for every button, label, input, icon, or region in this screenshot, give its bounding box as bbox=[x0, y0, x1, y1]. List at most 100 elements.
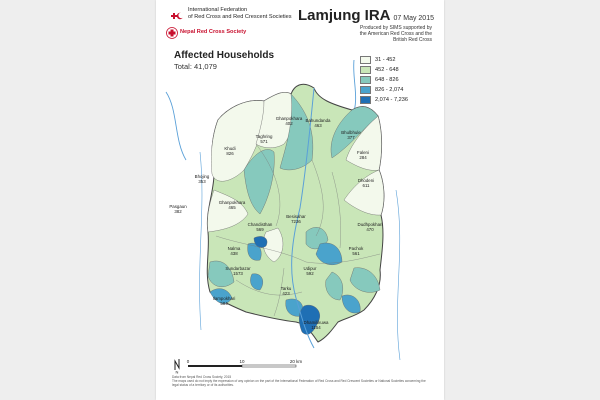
footer-note: Data from Nepal Red Cross Society, 2015 … bbox=[172, 375, 432, 387]
legend-item: 826 - 2,074 bbox=[360, 85, 436, 95]
legend-item: 2,074 - 7,236 bbox=[360, 95, 436, 105]
vdc-label: 1154 bbox=[311, 325, 321, 330]
nrcs-name: Nepal Red Cross Society bbox=[180, 29, 247, 35]
zone-teal bbox=[279, 93, 314, 171]
zone-light bbox=[343, 169, 385, 216]
legend-swatch bbox=[360, 86, 371, 94]
vdc-label: Besisahar bbox=[286, 214, 306, 219]
zone-light bbox=[255, 92, 296, 148]
vdc-label: Faleni bbox=[357, 150, 369, 155]
vdc-boundary bbox=[235, 279, 303, 296]
legend-swatch bbox=[360, 76, 371, 84]
footer-line: Data from Nepal Red Cross Society, 2015 bbox=[172, 375, 232, 379]
ifrc-logo bbox=[171, 12, 184, 20]
legend-item: 452 - 648 bbox=[360, 65, 436, 75]
legend-label: 648 - 826 bbox=[375, 77, 399, 83]
vdc-label: Khudi bbox=[224, 146, 235, 151]
legend-item: 31 - 452 bbox=[360, 55, 436, 65]
map-title-block: Lamjung IRA 07 May 2015 bbox=[298, 7, 434, 25]
legend-swatch bbox=[360, 66, 371, 74]
zone-teal bbox=[330, 106, 379, 159]
legend-label: 31 - 452 bbox=[375, 57, 396, 63]
zone-blue bbox=[341, 294, 361, 314]
scale-label: 0 bbox=[187, 359, 190, 364]
vdc-label: Udipur bbox=[304, 266, 317, 271]
vdc-label: Taghring bbox=[256, 134, 273, 139]
map-total: Total: 41,079 bbox=[174, 62, 217, 71]
map-legend: 31 - 452 452 - 648 648 - 826 826 - 2,074… bbox=[360, 55, 436, 105]
zone-darkblue bbox=[253, 236, 268, 248]
vdc-label: Nalma bbox=[228, 246, 241, 251]
ifrc-name: International Federation of Red Cross an… bbox=[188, 7, 298, 20]
vdc-label: 382 bbox=[174, 209, 182, 214]
credit-line-3: British Red Cross bbox=[393, 37, 432, 43]
vdc-label: 826 bbox=[226, 151, 234, 156]
vdc-label: Sundarbazar bbox=[225, 266, 251, 271]
legend-swatch bbox=[360, 56, 371, 64]
zone-blue bbox=[250, 273, 263, 291]
legend-swatch bbox=[360, 96, 371, 104]
vdc-label: 1573 bbox=[233, 271, 243, 276]
vdc-boundary bbox=[255, 143, 281, 227]
district-map: Ghanpokhara 402 Bahundanda 463 Bhulbhule… bbox=[165, 59, 401, 361]
vdc-boundary bbox=[305, 253, 381, 264]
ifrc-line-1: International Federation bbox=[188, 7, 248, 13]
vdc-label: 561 bbox=[352, 251, 360, 256]
north-label: N bbox=[176, 370, 179, 375]
nrcs-logo bbox=[166, 27, 178, 39]
legend-label: 826 - 2,074 bbox=[375, 87, 404, 93]
river bbox=[395, 189, 401, 361]
map-sheet: International Federation of Red Cross an… bbox=[156, 0, 444, 400]
footer-line: The maps used do not imply the expressio… bbox=[172, 378, 426, 383]
vdc-label: 470 bbox=[366, 227, 374, 232]
vdc-label: Bahundanda bbox=[306, 118, 331, 123]
scale-bar: N 0 10 20 km bbox=[174, 359, 303, 375]
vdc-label: 463 bbox=[314, 123, 322, 128]
vdc-label: 592 bbox=[306, 271, 314, 276]
credit-line-2: the American Red Cross and the bbox=[359, 31, 432, 37]
zone-teal bbox=[243, 149, 275, 215]
vdc-label: Dhamilikuwa bbox=[304, 320, 329, 325]
ifrc-line-2: of Red Cross and Red Crescent Societies bbox=[188, 13, 292, 20]
vdc-label: Bhulbhule bbox=[341, 130, 361, 135]
vdc-label: Pachok bbox=[349, 246, 364, 251]
river bbox=[199, 151, 203, 331]
vdc-label: 465 bbox=[228, 205, 236, 210]
zone-light bbox=[345, 115, 382, 171]
river bbox=[165, 91, 187, 161]
vdc-label: Ghanpokhara bbox=[276, 116, 303, 121]
vdc-label: Bhojing bbox=[195, 174, 210, 179]
scale-label: 20 km bbox=[290, 359, 303, 364]
vdc-label: 584 bbox=[220, 301, 228, 306]
zone-teal bbox=[207, 260, 235, 287]
zone-teal bbox=[325, 271, 343, 301]
footer-line: legal status of a territory or of its au… bbox=[172, 382, 234, 387]
map-date: 07 May 2015 bbox=[393, 15, 434, 22]
zone-darkblue bbox=[299, 304, 320, 335]
vdc-label: 611 bbox=[363, 183, 371, 188]
river bbox=[291, 87, 315, 349]
vdc-label: 571 bbox=[260, 139, 268, 144]
vdc-label: 377 bbox=[347, 135, 355, 140]
zone-light bbox=[207, 189, 249, 233]
vdc-label: Tarku bbox=[281, 286, 292, 291]
vdc-boundary bbox=[215, 235, 307, 263]
scale-segment bbox=[241, 364, 297, 368]
vdc-label: 569 bbox=[256, 227, 264, 232]
vdc-label: 7236 bbox=[291, 219, 301, 224]
vdc-label: Chandisthan bbox=[248, 222, 273, 227]
vdc-label: Ilampokhari bbox=[213, 296, 236, 301]
vdc-boundary bbox=[311, 159, 324, 237]
credit: Produced by SIMS supported by the Americ… bbox=[322, 25, 432, 43]
scale-label: 10 bbox=[239, 359, 245, 364]
vdc-label: 438 bbox=[230, 251, 238, 256]
zone-blue bbox=[209, 288, 233, 304]
vdc-label: Dudhpokhari bbox=[358, 222, 383, 227]
vdc-label: 284 bbox=[359, 155, 367, 160]
vdc-boundary bbox=[331, 171, 341, 249]
north-arrow-icon bbox=[174, 359, 180, 370]
vdc-label: Pasgaun bbox=[169, 204, 187, 209]
page-title: Lamjung IRA bbox=[298, 7, 391, 24]
credit-line-1: Produced by SIMS supported by bbox=[360, 25, 432, 31]
legend-label: 452 - 648 bbox=[375, 67, 399, 73]
